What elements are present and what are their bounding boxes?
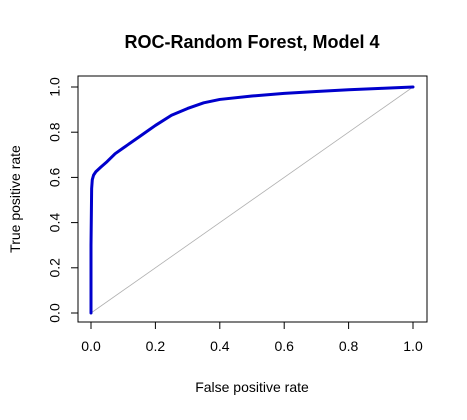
y-tick-label: 0.2 [47,258,63,278]
reference-diagonal [90,86,414,314]
chart-title: ROC-Random Forest, Model 4 [124,32,379,52]
y-tick-label: 1.0 [47,77,63,97]
x-tick-label: 1.0 [403,338,423,354]
x-axis: 0.0 0.2 0.4 0.6 0.8 1.0 [81,321,423,354]
x-tick-label: 0.0 [81,338,101,354]
y-tick-label: 0.0 [47,303,63,323]
y-axis: 0.0 0.2 0.4 0.6 0.8 1.0 [47,77,79,323]
x-axis-label: False positive rate [195,379,309,395]
roc-curve-1 [89,85,415,315]
reference-diagonal-layer [90,86,414,314]
y-axis-label: True positive rate [7,145,23,253]
y-tick-label: 0.4 [47,213,63,233]
y-tick-label: 0.6 [47,167,63,187]
x-tick-label: 0.6 [274,338,294,354]
series-layer [89,85,415,315]
x-tick-label: 0.4 [210,338,230,354]
x-tick-label: 0.8 [339,338,359,354]
x-tick-label: 0.2 [146,338,166,354]
y-tick-label: 0.8 [47,122,63,142]
